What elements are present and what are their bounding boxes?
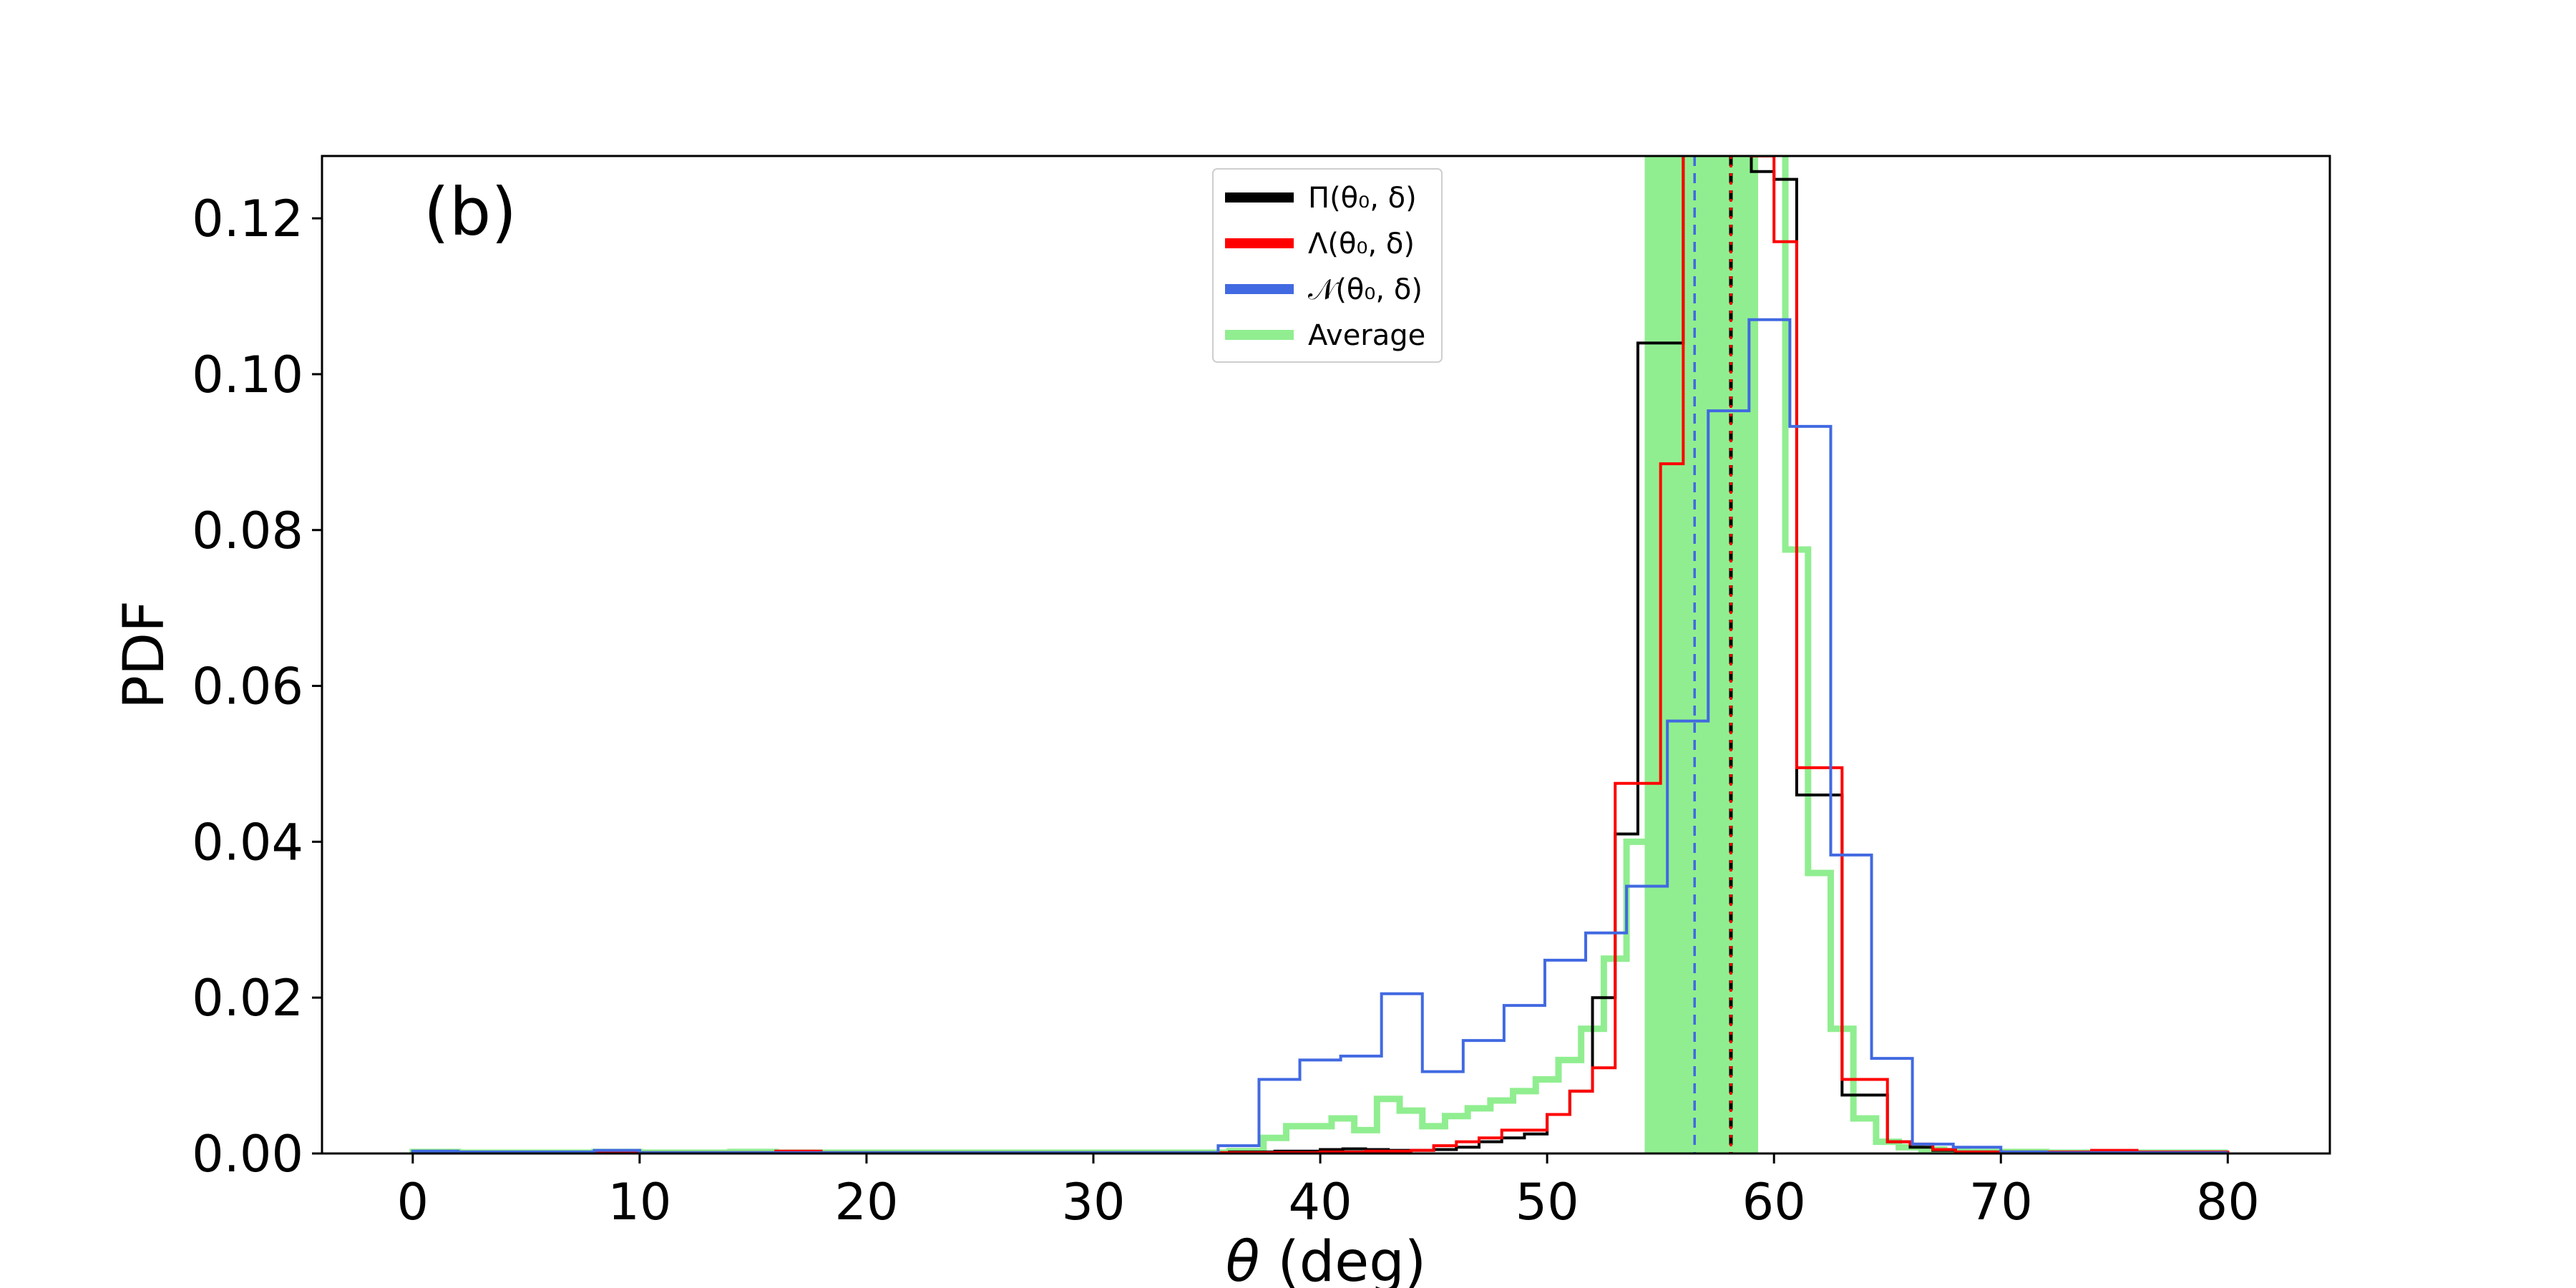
legend: Π(θ₀, δ) Λ(θ₀, δ) 𝒩(θ₀, δ) Average — [1212, 168, 1443, 363]
y-axis-title: PDF — [112, 600, 177, 709]
x-tick-label: 70 — [1969, 1173, 2033, 1231]
series-step-2 — [411, 318, 2228, 1153]
x-tick-label: 30 — [1061, 1173, 1125, 1231]
average-shaded-band — [1644, 156, 1759, 1153]
y-tick-label: 0.04 — [192, 813, 303, 872]
y-tick-label: 0.06 — [192, 658, 303, 716]
y-tick-label: 0.10 — [192, 346, 303, 404]
legend-label-1: Λ(θ₀, δ) — [1308, 228, 1415, 260]
y-tick-label: 0.12 — [192, 190, 303, 248]
legend-box — [1212, 168, 1443, 363]
x-tick-label: 10 — [608, 1173, 671, 1231]
x-axis-title: θ (deg) — [1226, 1230, 1426, 1288]
reference-lines-group — [1693, 156, 1733, 1153]
panel-label: (b) — [424, 174, 517, 250]
x-tick-label: 0 — [397, 1173, 429, 1231]
y-tick-label: 0.08 — [192, 502, 303, 560]
x-tick-label: 80 — [2196, 1173, 2260, 1231]
y-axis: 0.00 0.02 0.04 0.06 0.08 0.10 0.12 — [192, 190, 322, 1184]
x-tick-label: 20 — [834, 1173, 898, 1231]
legend-label-0: Π(θ₀, δ) — [1308, 182, 1417, 215]
x-tick-label: 40 — [1289, 1173, 1352, 1231]
x-tick-label: 50 — [1516, 1173, 1579, 1231]
x-axis: 0 10 20 30 40 50 60 70 80 — [397, 1153, 2260, 1231]
y-tick-label: 0.00 — [192, 1125, 303, 1184]
x-tick-label: 60 — [1742, 1173, 1806, 1231]
legend-label-2: 𝒩(θ₀, δ) — [1308, 273, 1423, 306]
y-tick-label: 0.02 — [192, 969, 303, 1028]
legend-label-3: Average — [1308, 319, 1425, 352]
plot-frame — [321, 155, 2331, 1155]
